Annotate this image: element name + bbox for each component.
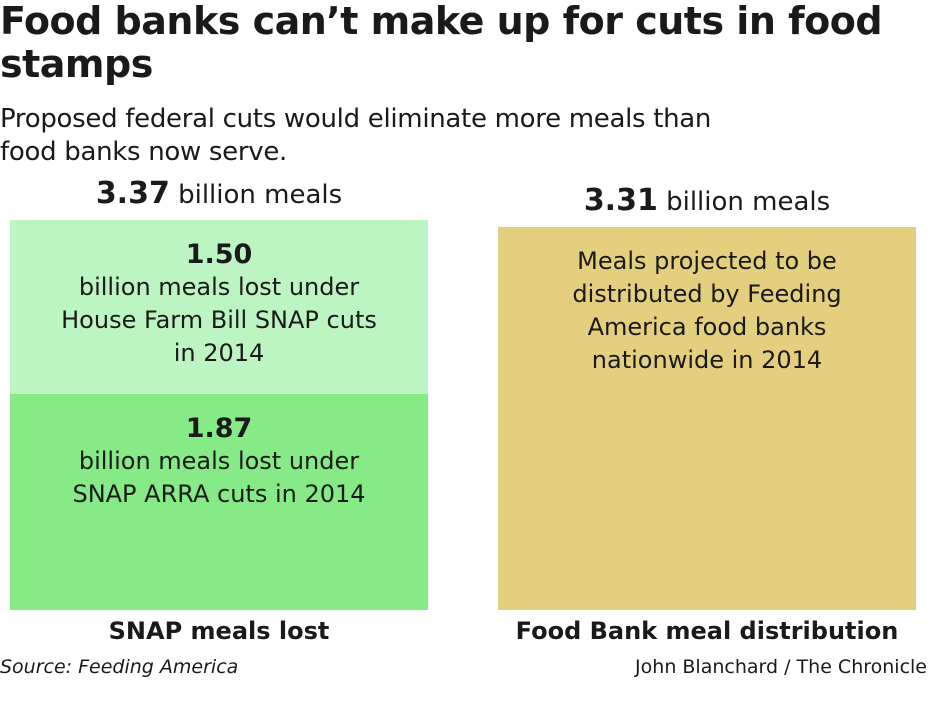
total-label: 3.37 billion meals [95, 176, 343, 211]
segment-value-label: 1.50 [185, 239, 253, 270]
credit-note: John Blanchard / The Chronicle [635, 656, 927, 678]
segment-description: billion meals lost under House Farm Bill… [61, 273, 377, 367]
total-label: 3.31 billion meals [583, 183, 831, 218]
category-label: Food Bank meal distribution [515, 617, 899, 645]
segment-description: Meals projected to be distributed by Fee… [572, 247, 842, 374]
chart-subtitle: Proposed federal cuts would eliminate mo… [0, 104, 712, 167]
category-label: SNAP meals lost [108, 617, 330, 645]
bar-segment: Meals projected to be distributed by Fee… [498, 227, 916, 610]
segment-value-label: 1.87 [185, 413, 253, 444]
source-note: Source: Feeding America [0, 656, 239, 678]
bar-segment: 1.87 billion meals lost under SNAP ARRA c… [10, 394, 428, 610]
chart-title: Food banks can’t make up for cuts in foo… [0, 0, 883, 86]
bar-segment: 1.50 billion meals lost under House Farm … [10, 220, 428, 394]
segment-description: billion meals lost under SNAP ARRA cuts … [72, 447, 366, 508]
total-value: 3.37 [95, 176, 170, 211]
total-value: 3.31 [583, 183, 658, 218]
